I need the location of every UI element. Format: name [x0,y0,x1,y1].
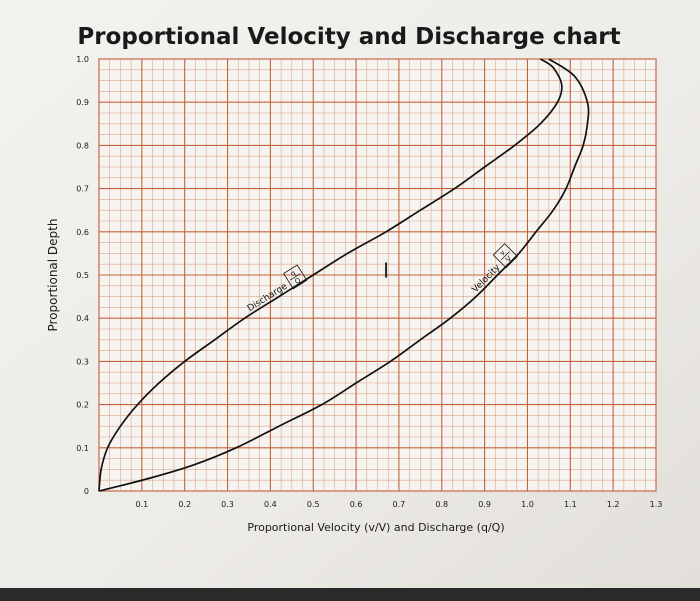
x-tick-label: 0.1 [135,500,148,509]
x-tick-label: 0.8 [435,500,448,509]
fraction-numerator: v [498,249,507,258]
y-tick-label: 1.0 [76,55,89,64]
y-tick-labels: 0 0.1 0.2 0.3 0.4 0.5 0.6 0.7 0.8 0.9 1.0 [76,55,89,496]
y-axis-label: Proportional Depth [46,219,60,332]
x-tick-label: 1.2 [607,500,620,509]
y-tick-label: 0.5 [76,271,89,280]
fraction-bar [500,251,510,261]
cursor-annotation: I [383,259,389,283]
y-tick-label: 0.6 [76,228,89,237]
y-tick-label: 0.9 [76,98,89,107]
grid-major [99,59,656,491]
series-line-velocity [98,58,590,492]
label-bracket [492,243,518,269]
y-tick-label: 0 [84,487,89,496]
fraction-numerator: q [289,269,297,278]
series-lines [98,58,590,492]
label-bracket [283,264,308,290]
x-tick-label: 1.0 [521,500,534,509]
x-axis-label: Proportional Velocity (v/V) and Discharg… [247,521,504,534]
y-tick-label: 0.2 [76,401,89,410]
chart-title: Proportional Velocity and Discharge char… [77,24,620,50]
fraction-denominator: V [504,255,513,264]
annotations: I [383,259,389,283]
x-tick-label: 0.9 [478,500,491,509]
x-tick-label: 0.2 [178,500,191,509]
y-tick-label: 0.4 [76,314,89,323]
y-tick-label: 0.8 [76,141,89,150]
fraction-denominator: Q [293,276,302,286]
x-tick-label: 0.5 [307,500,320,509]
y-tick-label: 0.7 [76,185,89,194]
x-tick-label: 1.3 [650,500,663,509]
fraction-bar [289,273,301,281]
y-tick-label: 0.1 [76,444,89,453]
y-tick-label: 0.3 [76,357,89,366]
series-line-discharge [98,58,563,492]
x-tick-label: 0.4 [264,500,277,509]
x-tick-label: 1.1 [564,500,577,509]
x-tick-label: 0.7 [393,500,406,509]
plot-frame [98,58,657,492]
x-tick-label: 0.3 [221,500,234,509]
x-tick-label: 0.6 [350,500,363,509]
x-tick-labels: 0.1 0.2 0.3 0.4 0.5 0.6 0.7 0.8 0.9 1.0 1.1 1.2 1.3 [135,500,662,509]
